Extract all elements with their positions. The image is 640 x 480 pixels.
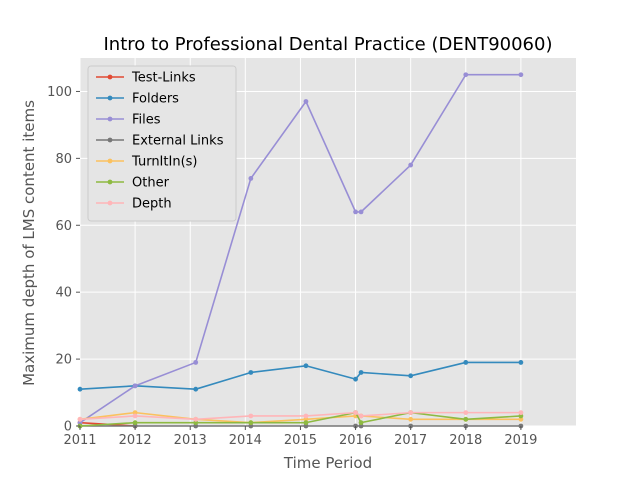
data-point-depth [518, 410, 524, 416]
x-tick-label: 2012 [119, 433, 152, 448]
data-point-depth [248, 413, 254, 419]
legend-swatch-marker [107, 74, 113, 80]
y-tick-label: 0 [64, 420, 72, 435]
legend-swatch-marker [107, 137, 113, 143]
series-line-files [79, 73, 521, 424]
data-point-depth [132, 413, 138, 419]
data-point-external-links [303, 423, 309, 429]
legend-label: Test-Links [131, 71, 196, 86]
series-files [77, 72, 524, 426]
data-point-folders [518, 360, 524, 365]
data-point-other [132, 420, 138, 426]
data-point-other [358, 420, 364, 426]
data-point-other [463, 416, 469, 422]
data-point-other [303, 420, 309, 426]
legend-entry-test-links: Test-Links [96, 71, 196, 86]
data-point-folders [193, 386, 199, 392]
y-tick-label: 80 [55, 152, 72, 167]
data-point-folders [358, 370, 364, 375]
data-point-files [463, 72, 469, 78]
data-point-turnitin-s [303, 416, 309, 422]
data-point-folders [353, 376, 358, 382]
legend-entry-external-links: External Links [96, 134, 224, 149]
data-point-turnitin-s [518, 416, 524, 422]
data-point-other [248, 420, 254, 426]
data-point-files [132, 383, 138, 389]
series-line-depth [79, 411, 521, 421]
legend-label: Files [132, 113, 161, 128]
x-tick-label: 2014 [229, 433, 262, 448]
y-axis-label: Maximum depth of LMS content items [20, 100, 38, 386]
data-point-files [518, 72, 524, 78]
data-point-files [303, 99, 309, 104]
series-line-other [79, 411, 521, 427]
data-point-depth [193, 416, 199, 422]
legend-swatch-marker [107, 116, 113, 122]
x-tick-label: 2015 [284, 433, 317, 448]
legend-swatch-marker [107, 95, 113, 101]
x-tick-label: 2017 [394, 433, 427, 448]
data-point-depth [463, 410, 469, 416]
data-point-files [77, 420, 83, 426]
data-point-turnitin-s [132, 410, 138, 416]
data-point-depth [353, 410, 358, 416]
legend-label: Folders [132, 92, 179, 107]
data-point-depth [358, 413, 364, 419]
data-point-external-links [358, 423, 364, 429]
data-point-folders [408, 373, 414, 379]
data-point-depth [77, 416, 83, 422]
data-point-folders [248, 370, 254, 375]
legend-label: TurnItIn(s) [131, 155, 197, 170]
data-point-external-links [248, 423, 254, 429]
x-tick-label: 2013 [174, 433, 207, 448]
legend-swatch-marker [107, 200, 113, 206]
tick-labels: 2011 2012 2013 2014 2015 2016 2017 2018 2019 0 20 4… [47, 85, 537, 448]
series-layer [77, 72, 524, 429]
data-point-depth [408, 410, 414, 416]
data-point-files [408, 162, 414, 168]
x-tick-label: 2018 [449, 433, 482, 448]
y-tick-label: 100 [47, 85, 72, 100]
y-tick-label: 20 [55, 353, 72, 368]
legend-swatch-marker [107, 158, 113, 164]
data-point-turnitin-s [408, 416, 414, 422]
legend-entry-files: Files [96, 113, 161, 128]
x-tick-label: 2011 [63, 433, 96, 448]
series-folders [77, 360, 524, 392]
data-point-external-links [193, 423, 199, 429]
legend-entry-folders: Folders [96, 92, 179, 107]
data-point-folders [77, 386, 83, 392]
legend-entry-depth: Depth [96, 197, 172, 212]
chart-title: Intro to Professional Dental Practice (D… [104, 34, 553, 55]
x-axis-label: Time Period [283, 454, 372, 472]
data-point-other [518, 413, 524, 419]
y-tick-label: 40 [55, 286, 72, 301]
legend-label: Other [132, 176, 170, 191]
data-point-folders [463, 360, 469, 365]
legend-label: Depth [132, 197, 172, 212]
legend-label: External Links [132, 134, 224, 149]
series-line-folders [79, 361, 521, 391]
series-depth [77, 410, 524, 422]
legend-box [87, 65, 237, 222]
data-point-depth [303, 413, 309, 419]
x-tick-label: 2019 [504, 433, 537, 448]
data-point-files [248, 176, 254, 181]
data-point-files [193, 360, 199, 365]
legend-entry-other: Other [96, 176, 170, 191]
legend: Test-Links Folders Files External Links Turn… [87, 65, 237, 222]
x-tick-label: 2016 [339, 433, 372, 448]
data-point-folders [303, 363, 309, 369]
data-point-other [193, 420, 199, 426]
legend-swatch-marker [107, 179, 113, 185]
y-tick-label: 60 [55, 219, 72, 234]
data-point-files [358, 209, 364, 215]
legend-entry-turnitin-s: TurnItIn(s) [96, 155, 197, 170]
data-point-files [353, 209, 358, 215]
